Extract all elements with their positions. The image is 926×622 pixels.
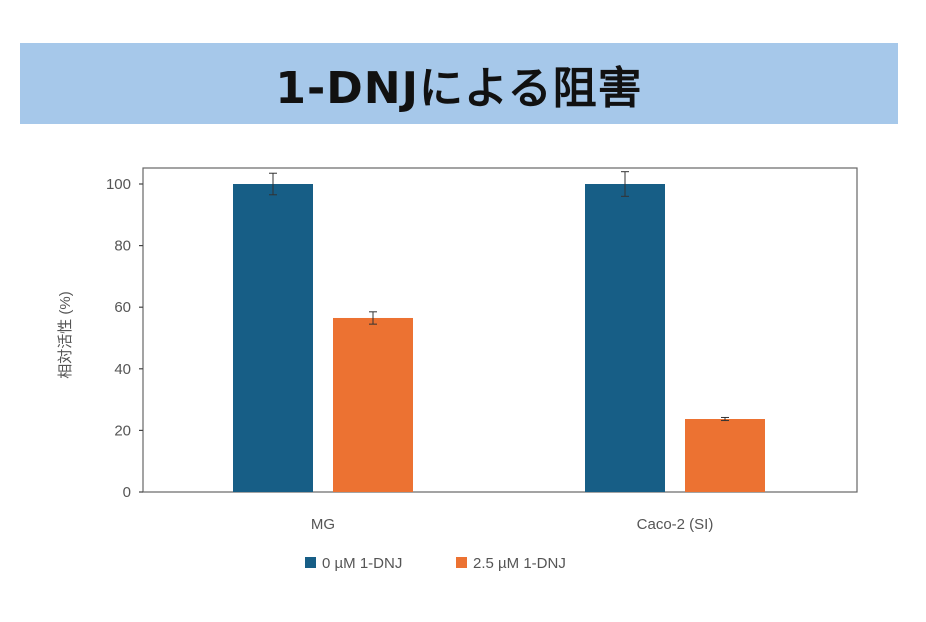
y-tick-label: 20 — [114, 422, 131, 439]
x-tick-label: MG — [311, 516, 335, 533]
y-axis-label: 相対活性 (%) — [57, 291, 74, 379]
bar — [233, 184, 313, 492]
legend-swatch — [305, 557, 316, 568]
title-banner: 1-DNJによる阻害 — [20, 43, 898, 124]
y-tick-label: 80 — [114, 238, 131, 255]
bar — [685, 419, 765, 492]
bar — [333, 317, 413, 492]
legend-swatch — [456, 557, 467, 568]
y-tick-label: 60 — [114, 299, 131, 316]
x-tick-label: Caco-2 (SI) — [637, 516, 714, 533]
y-tick-label: 100 — [106, 176, 131, 193]
legend-label: 2.5 µM 1-DNJ — [473, 555, 566, 572]
legend-label: 0 µM 1-DNJ — [322, 555, 402, 572]
y-tick-label: 40 — [114, 361, 131, 378]
page-title: 1-DNJによる阻害 — [275, 62, 643, 114]
bar — [585, 184, 665, 492]
y-tick-label: 0 — [123, 484, 131, 501]
